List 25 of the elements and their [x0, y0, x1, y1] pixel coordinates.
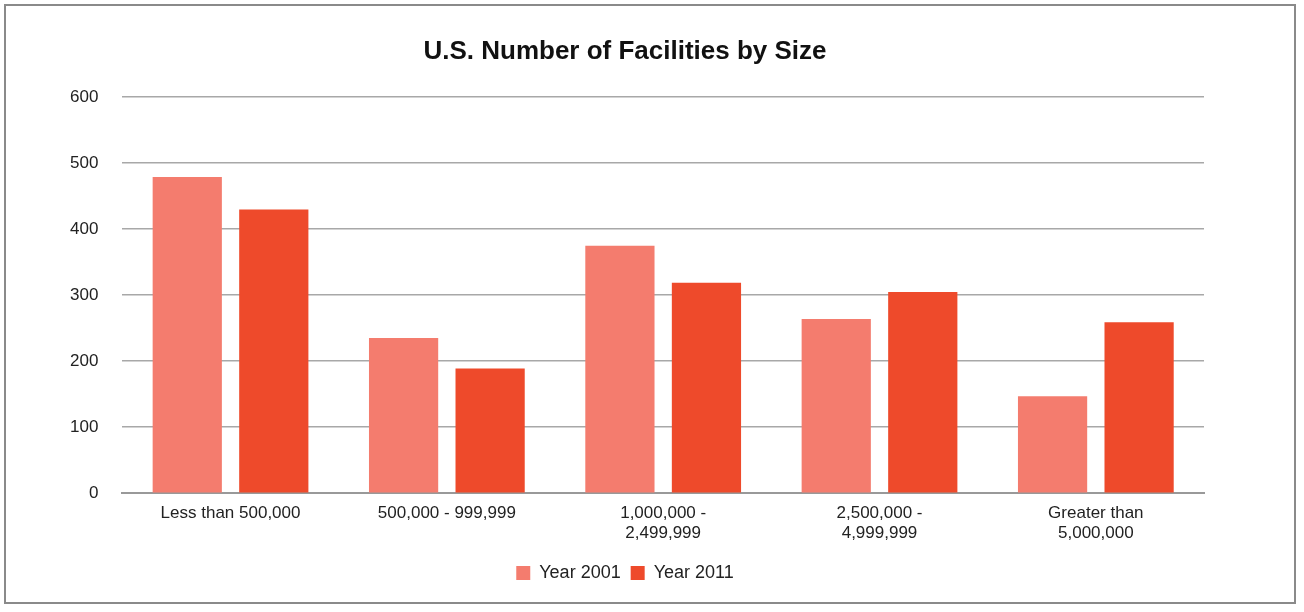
bar	[1017, 396, 1088, 493]
y-tick-label: 300	[69, 284, 99, 304]
bar	[801, 318, 871, 493]
bar	[1104, 322, 1174, 493]
bar	[888, 291, 958, 493]
y-tick-label: 0	[88, 482, 99, 502]
y-tick-label: 100	[69, 416, 99, 436]
bar	[239, 209, 309, 493]
y-tick-label: 200	[69, 350, 99, 370]
x-tick-label: Greater than 5,000,000	[1048, 503, 1144, 543]
bar	[455, 368, 525, 493]
x-tick-label: 2,500,000 - 4,999,999	[836, 503, 923, 543]
x-tick-label: 1,000,000 - 2,499,999	[620, 503, 707, 543]
x-tick-label: 500,000 - 999,999	[377, 503, 516, 523]
bar	[585, 245, 655, 493]
legend-label: Year 2011	[653, 561, 734, 582]
x-tick-label: Less than 500,000	[160, 503, 301, 523]
y-tick-label: 500	[69, 152, 99, 172]
bar	[152, 177, 222, 493]
chart-title: U.S. Number of Facilities by Size	[423, 34, 827, 65]
legend-label: Year 2001	[539, 561, 621, 582]
bar	[671, 282, 742, 493]
bar	[368, 338, 439, 493]
y-tick-label: 600	[69, 86, 99, 106]
y-tick-label: 400	[69, 218, 99, 238]
